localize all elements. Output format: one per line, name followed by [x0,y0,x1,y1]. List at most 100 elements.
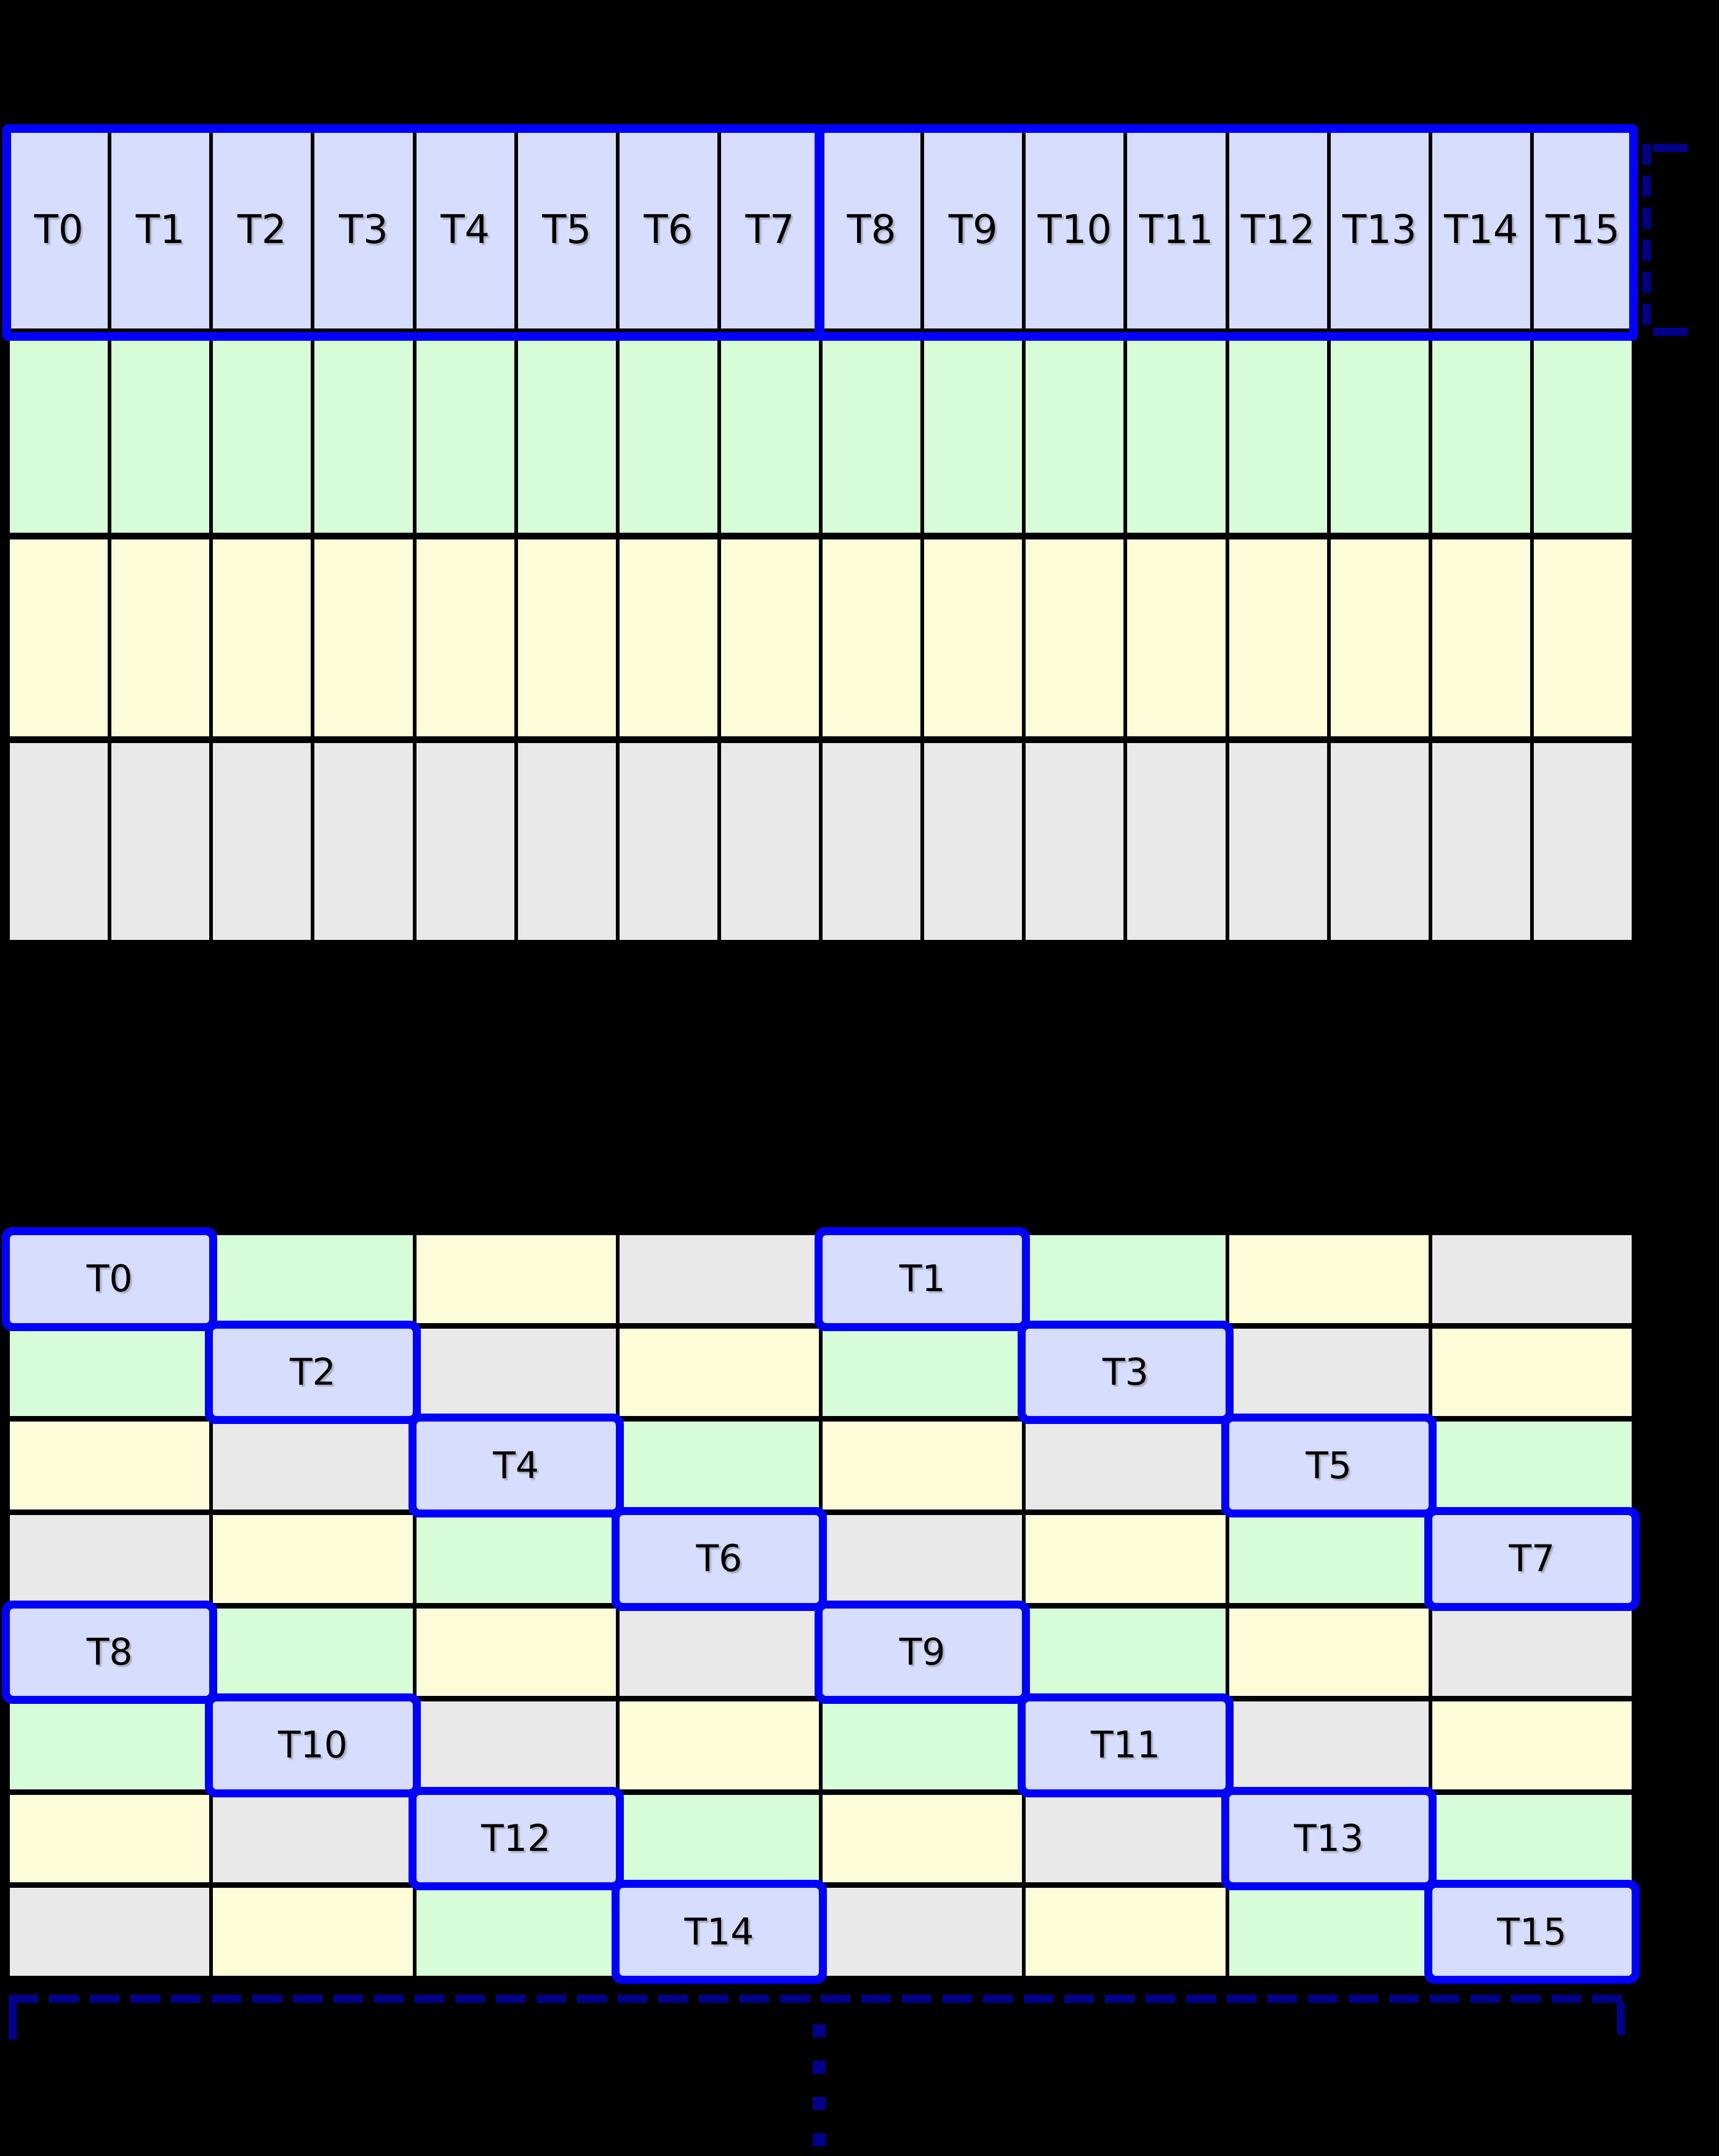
upper-memory-cell-yellow [416,539,514,736]
lower-memory-cell-gray [1026,1422,1226,1510]
upper-memory-cell-gray [924,742,1023,940]
upper-thread-cell-T7: T7 [720,132,819,329]
upper-thread-cell-T12: T12 [1229,132,1327,329]
upper-memory-cell-yellow [1533,539,1632,736]
lower-thread-cell-T7: T7 [1432,1514,1632,1603]
lower-memory-cell-green [416,1514,616,1603]
upper-memory-cell-gray [1229,742,1327,940]
lower-memory-cell-yellow [213,1888,413,1976]
upper-memory-cell-yellow [1026,539,1124,736]
upper-memory-cell-yellow [1432,539,1530,736]
ellipsis-dot [813,2061,826,2074]
upper-memory-cell-green [823,335,921,533]
lower-memory-cell-yellow [416,1235,616,1323]
lower-memory-cell-yellow [1432,1701,1632,1789]
lower-memory-cell-yellow [823,1794,1023,1883]
lower-memory-cell-green [1229,1514,1429,1603]
upper-thread-cell-T0: T0 [10,132,108,329]
row-span-bracket-bottom-arm [1653,328,1688,336]
upper-memory-cell-green [213,335,311,533]
lower-memory-cell-yellow [416,1608,616,1697]
lower-memory-cell-gray [1432,1235,1632,1323]
upper-memory-cell-yellow [517,539,616,736]
upper-thread-cell-T8: T8 [823,132,921,329]
lower-memory-cell-green [213,1235,413,1323]
row-span-bracket-line [1643,144,1651,326]
lower-memory-cell-gray [1229,1328,1429,1417]
upper-memory-cell-green [1330,335,1429,533]
lower-memory-cell-green [1432,1794,1632,1883]
lower-memory-cell-gray [823,1514,1023,1603]
upper-memory-cell-gray [416,742,514,940]
grid-span-bracket-left-tick [9,2003,17,2040]
upper-thread-cell-T2: T2 [213,132,311,329]
lower-memory-cell-gray [10,1514,210,1603]
upper-thread-cell-T4: T4 [416,132,514,329]
lower-memory-cell-green [10,1701,210,1789]
lower-memory-cell-yellow [1229,1608,1429,1697]
lower-memory-cell-gray [619,1235,819,1323]
ellipsis-dot [813,2133,826,2146]
upper-memory-cell-gray [10,742,108,940]
lower-memory-cell-yellow [10,1794,210,1883]
lower-thread-cell-T1: T1 [823,1235,1023,1323]
lower-thread-cell-T4: T4 [416,1422,616,1510]
lower-thread-cell-T13: T13 [1229,1794,1429,1883]
upper-memory-cell-green [1533,335,1632,533]
upper-memory-cell-gray [1533,742,1632,940]
upper-memory-cell-yellow [619,539,717,736]
upper-memory-cell-green [720,335,819,533]
lower-memory-cell-gray [10,1888,210,1976]
grid-span-bracket-right-tick [1617,2003,1625,2035]
lower-memory-cell-yellow [619,1701,819,1789]
upper-memory-cell-yellow [720,539,819,736]
upper-memory-cell-green [314,335,413,533]
lower-thread-cell-T14: T14 [619,1888,819,1976]
upper-memory-cell-gray [314,742,413,940]
upper-thread-cell-T13: T13 [1330,132,1429,329]
upper-memory-cell-gray [1127,742,1226,940]
upper-thread-cell-T3: T3 [314,132,413,329]
upper-thread-cell-T1: T1 [111,132,210,329]
upper-memory-cell-green [416,335,514,533]
lower-memory-cell-gray [1026,1794,1226,1883]
upper-memory-cell-gray [111,742,210,940]
upper-memory-cell-gray [720,742,819,940]
lower-memory-cell-gray [823,1888,1023,1976]
lower-memory-cell-green [1229,1888,1429,1976]
upper-memory-cell-yellow [823,539,921,736]
lower-thread-cell-T2: T2 [213,1328,413,1417]
upper-memory-cell-yellow [924,539,1023,736]
lower-thread-cell-T0: T0 [10,1235,210,1323]
lower-thread-cell-T12: T12 [416,1794,616,1883]
lower-memory-cell-green [213,1608,413,1697]
lower-memory-cell-gray [213,1422,413,1510]
lower-memory-cell-gray [213,1794,413,1883]
lower-thread-cell-T11: T11 [1026,1701,1226,1789]
lower-memory-cell-green [416,1888,616,1976]
upper-memory-cell-green [517,335,616,533]
upper-memory-cell-yellow [314,539,413,736]
upper-memory-cell-green [1026,335,1124,533]
continuation-ellipsis [813,2024,826,2146]
upper-thread-cell-T9: T9 [924,132,1023,329]
contiguous-access-grid: T0 T1 T2 T3 T4 T5 T6 T7 T8 T9 T10 T11 T12 T13 T14 T15 [6,128,1635,944]
upper-thread-cell-T14: T14 [1432,132,1530,329]
upper-memory-cell-green [1229,335,1327,533]
lower-memory-cell-green [619,1422,819,1510]
grid-span-bracket-line [9,1995,1629,2003]
lower-memory-cell-green [1026,1608,1226,1697]
lower-memory-cell-yellow [213,1514,413,1603]
lower-memory-cell-yellow [619,1328,819,1417]
lower-memory-cell-yellow [10,1422,210,1510]
upper-memory-cell-gray [213,742,311,940]
lower-memory-cell-green [1026,1235,1226,1323]
upper-thread-cell-T10: T10 [1026,132,1124,329]
ellipsis-dot [813,2097,826,2110]
upper-memory-cell-green [10,335,108,533]
lower-thread-cell-T3: T3 [1026,1328,1226,1417]
upper-memory-cell-yellow [213,539,311,736]
upper-memory-cell-yellow [1229,539,1327,736]
lower-memory-cell-yellow [1026,1888,1226,1976]
upper-memory-cell-green [1432,335,1530,533]
